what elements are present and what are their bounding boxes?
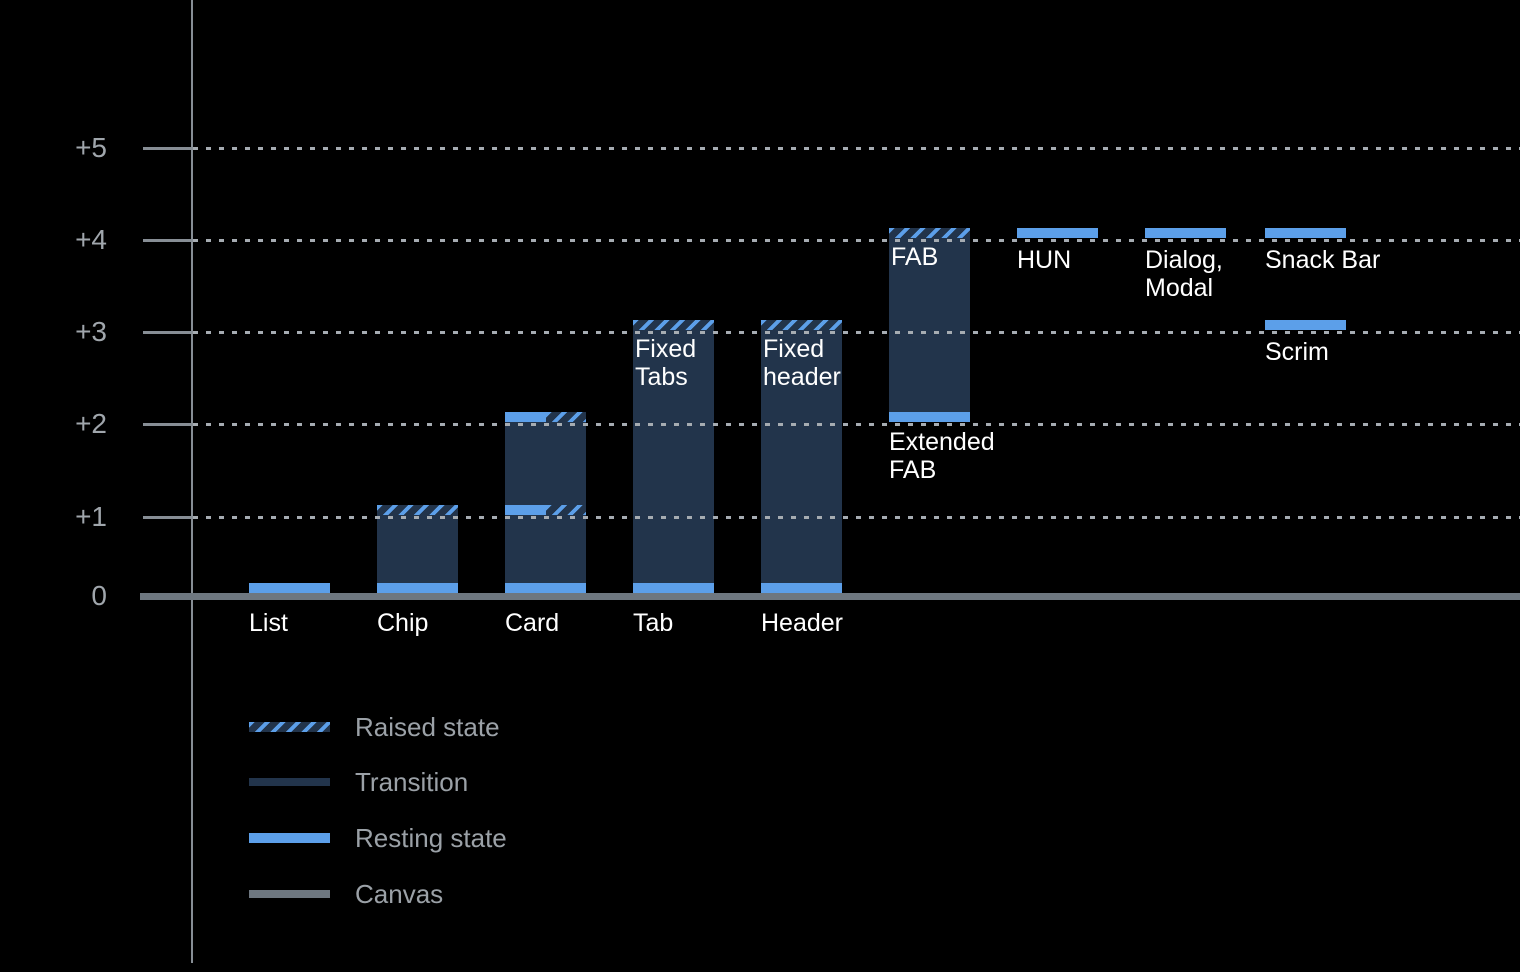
label-line: Scrim (1265, 338, 1329, 366)
label-snack-bar: Snack Bar (1265, 246, 1380, 274)
band-raised-card-l1 (546, 505, 586, 515)
inner-label-header: Fixed header (763, 335, 841, 391)
label-line: Extended (889, 428, 995, 456)
y-tick-label-4: +4 (75, 224, 107, 255)
legend-label-transition: Transition (355, 767, 469, 797)
canvas-baseline (140, 593, 1520, 600)
label-line: HUN (1017, 246, 1072, 274)
legend-swatch-transition (249, 778, 330, 786)
band-raised-chip-l1 (377, 505, 458, 515)
inner-label-fab: FAB (891, 243, 938, 271)
legend-swatch-canvas (249, 890, 330, 898)
label-tab: Tab (633, 609, 673, 637)
gridline-2 (193, 423, 1520, 426)
inner-label-line: header (763, 363, 841, 391)
band-resting-list-l0 (249, 583, 330, 593)
y-tick-label-1: +1 (75, 501, 107, 532)
label-line: Snack Bar (1265, 246, 1381, 274)
inner-label-line: Fixed (763, 335, 825, 363)
band-resting-card-l0 (505, 583, 586, 593)
label-scrim: Scrim (1265, 338, 1329, 366)
gridline-3 (193, 331, 1520, 334)
band-resting-card-l2 (505, 412, 546, 422)
label-header: Header (761, 609, 843, 637)
label-line: Dialog, (1145, 246, 1223, 274)
y-tick-1 (143, 516, 193, 519)
band-resting-chip-l0 (377, 583, 458, 593)
y-axis-line (191, 0, 193, 963)
bar-fab (889, 228, 970, 422)
label-card: Card (505, 609, 559, 637)
band-resting-tab-l0 (633, 583, 714, 593)
inner-label-line: FAB (891, 243, 939, 271)
label-line: Tab (633, 609, 674, 637)
bar-header (761, 320, 842, 593)
legend-label-resting-state: Resting state (355, 823, 507, 853)
legend-label-raised-state: Raised state (355, 712, 500, 742)
bar-chip (377, 505, 458, 593)
label-line: FAB (889, 456, 937, 484)
gridline-5 (193, 147, 1520, 150)
gridline-4 (193, 239, 1520, 242)
band-raised-tab-l3 (633, 320, 714, 330)
band-raised-header-l3 (761, 320, 842, 330)
label-line: List (249, 609, 288, 637)
label-line: Modal (1145, 274, 1214, 302)
y-tick-label-2: +2 (75, 408, 107, 439)
band-resting-hun-l4 (1017, 228, 1098, 238)
label-list: List (249, 609, 288, 637)
legend-label-canvas: Canvas (355, 879, 444, 909)
inner-label-line: Fixed (635, 335, 697, 363)
bar-card (505, 412, 586, 593)
y-tick-3 (143, 331, 193, 334)
y-tick-label-5: +5 (75, 132, 107, 163)
band-raised-fab-l4 (889, 228, 970, 238)
band-resting-scrim-l3 (1265, 320, 1346, 330)
inner-label-tab: Fixed Tabs (635, 335, 696, 391)
label-fab: Extended FAB (889, 428, 995, 484)
label-chip: Chip (377, 609, 428, 637)
band-resting-card-l1 (505, 505, 546, 515)
label-hun: HUN (1017, 246, 1071, 274)
band-raised-card-l2 (546, 412, 586, 422)
y-tick-4 (143, 239, 193, 242)
band-resting-header-l0 (761, 583, 842, 593)
y-tick-5 (143, 147, 193, 150)
y-tick-label-3: +3 (75, 316, 107, 347)
y-tick-2 (143, 423, 193, 426)
bar-tab (633, 320, 714, 593)
legend-swatch-resting-state (249, 833, 330, 843)
gridline-1 (193, 516, 1520, 519)
band-resting-snack-bar-l4 (1265, 228, 1346, 238)
label-line: Card (505, 609, 560, 637)
legend-swatch-raised-state (249, 722, 330, 732)
inner-label-line: Tabs (635, 363, 688, 391)
band-resting-dialog-modal-l4 (1145, 228, 1226, 238)
band-resting-fab-l2 (889, 412, 970, 422)
label-dialog-modal: Dialog, Modal (1145, 246, 1223, 302)
label-line: Header (761, 609, 843, 637)
label-line: Chip (377, 609, 429, 637)
y-tick-label-0: 0 (91, 580, 107, 611)
